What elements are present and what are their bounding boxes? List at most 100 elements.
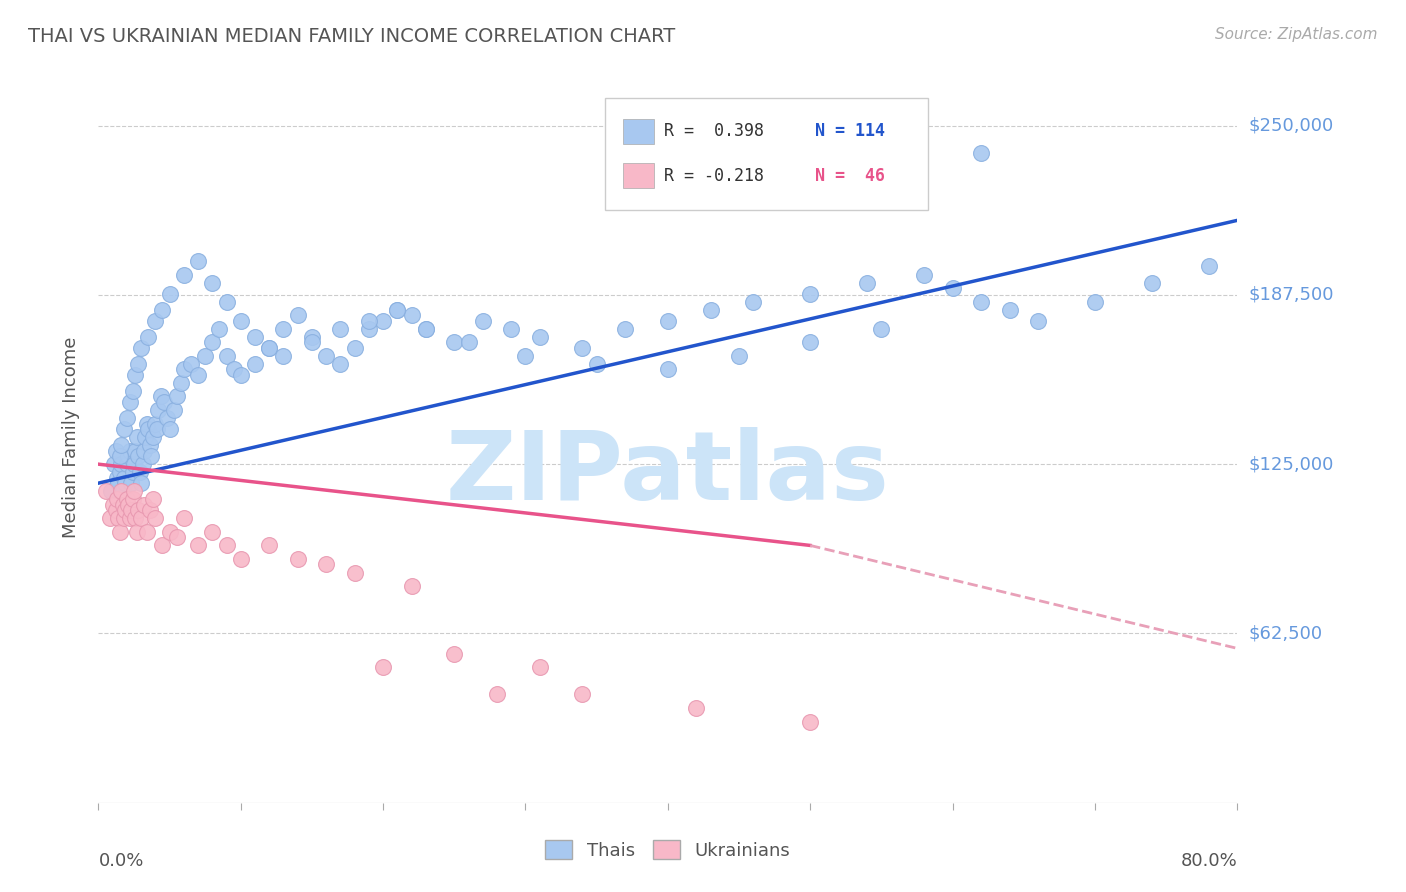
Point — [799, 286, 821, 301]
Point — [112, 471, 135, 485]
Point — [150, 389, 173, 403]
Point — [343, 341, 366, 355]
Point — [136, 330, 159, 344]
Point — [120, 476, 142, 491]
Point — [166, 389, 188, 403]
Point — [998, 302, 1021, 317]
Point — [471, 313, 494, 327]
Point — [229, 552, 252, 566]
Point — [101, 498, 124, 512]
Point — [415, 322, 437, 336]
Point — [114, 476, 136, 491]
Point — [301, 330, 323, 344]
Point — [187, 538, 209, 552]
Point — [856, 276, 879, 290]
Point — [153, 395, 176, 409]
Point — [222, 362, 245, 376]
Point — [131, 457, 153, 471]
Point — [111, 484, 134, 499]
Point — [105, 492, 128, 507]
Point — [942, 281, 965, 295]
Point — [134, 430, 156, 444]
Point — [127, 503, 149, 517]
Point — [287, 308, 309, 322]
Point — [135, 524, 157, 539]
Point — [107, 476, 129, 491]
Point — [117, 449, 139, 463]
Point — [108, 524, 131, 539]
Point — [129, 476, 152, 491]
Point — [108, 449, 131, 463]
Point — [125, 524, 148, 539]
Point — [122, 484, 145, 499]
Point — [115, 411, 138, 425]
Text: Source: ZipAtlas.com: Source: ZipAtlas.com — [1215, 27, 1378, 42]
Point — [166, 530, 188, 544]
Point — [315, 558, 337, 572]
Point — [357, 313, 380, 327]
Point — [415, 322, 437, 336]
Point — [152, 302, 174, 317]
Point — [259, 341, 281, 355]
Point — [145, 417, 167, 431]
Point — [118, 511, 141, 525]
Text: $62,500: $62,500 — [1249, 624, 1323, 642]
Y-axis label: Median Family Income: Median Family Income — [62, 336, 80, 538]
Point — [127, 449, 149, 463]
Point — [141, 492, 163, 507]
Text: $187,500: $187,500 — [1249, 285, 1334, 304]
Point — [128, 465, 150, 479]
Point — [201, 335, 224, 350]
Point — [129, 511, 152, 525]
Point — [135, 417, 157, 431]
Point — [146, 422, 169, 436]
Point — [799, 714, 821, 729]
Point — [614, 322, 637, 336]
Point — [180, 357, 202, 371]
Text: R = -0.218: R = -0.218 — [664, 167, 763, 185]
Point — [98, 511, 121, 525]
Point — [132, 443, 155, 458]
Point — [685, 701, 707, 715]
Point — [170, 376, 193, 390]
Point — [110, 457, 132, 471]
Point — [121, 492, 143, 507]
Point — [287, 552, 309, 566]
Point — [329, 357, 352, 371]
Point — [159, 422, 181, 436]
Point — [121, 384, 143, 398]
Point — [145, 511, 167, 525]
Point — [110, 484, 132, 499]
Point — [870, 322, 893, 336]
Point — [114, 503, 136, 517]
Point — [120, 503, 142, 517]
Point — [387, 302, 409, 317]
Point — [159, 524, 181, 539]
Point — [129, 341, 152, 355]
Point — [970, 294, 993, 309]
Text: N = 114: N = 114 — [815, 122, 886, 140]
Point — [329, 322, 352, 336]
Point — [187, 368, 209, 382]
Point — [1140, 276, 1163, 290]
Point — [121, 465, 143, 479]
Point — [529, 660, 551, 674]
Point — [443, 647, 465, 661]
Point — [118, 443, 141, 458]
Point — [127, 357, 149, 371]
Point — [138, 503, 160, 517]
Point — [163, 403, 186, 417]
Point — [148, 403, 170, 417]
Point — [173, 362, 195, 376]
Point — [387, 302, 409, 317]
Point — [159, 286, 181, 301]
Point — [585, 357, 607, 371]
Point — [273, 349, 295, 363]
Point — [110, 438, 132, 452]
Point — [1198, 260, 1220, 274]
Point — [122, 457, 145, 471]
Point — [152, 538, 174, 552]
Point — [571, 341, 593, 355]
Point — [112, 511, 135, 525]
Legend: Thais, Ukrainians: Thais, Ukrainians — [538, 833, 797, 867]
